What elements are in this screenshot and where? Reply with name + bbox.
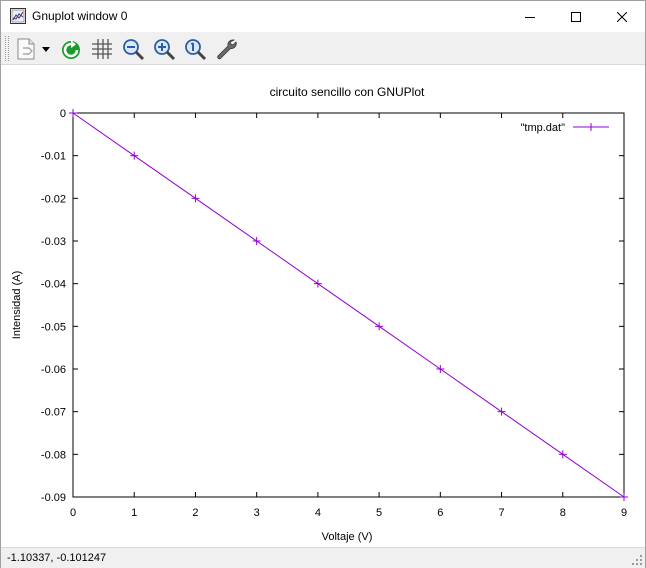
zoom-reset-icon <box>185 39 207 61</box>
x-tick-label: 0 <box>70 507 76 519</box>
plot-canvas[interactable]: circuito sencillo con GNUPlot 0 -0.01 -0.0… <box>1 66 645 546</box>
x-tick-label: 5 <box>376 507 382 519</box>
wrench-icon <box>217 39 237 60</box>
toolbar <box>1 32 645 65</box>
toolbar-grip[interactable] <box>5 36 9 61</box>
x-tick-label: 8 <box>560 507 566 519</box>
data-point-marker <box>69 109 77 117</box>
grid-icon <box>92 39 112 59</box>
resize-grip-icon[interactable] <box>631 554 643 566</box>
y-tick-label: -0.01 <box>41 151 66 163</box>
series-line <box>72 112 625 498</box>
y-tick-label: -0.08 <box>41 449 66 461</box>
zoom-next-button[interactable] <box>151 36 177 62</box>
y-tick-label: -0.06 <box>41 364 66 376</box>
data-point-marker <box>558 450 567 459</box>
zoom-previous-button[interactable] <box>120 36 146 62</box>
x-tick-label: 9 <box>621 507 627 519</box>
y-tick-label: -0.07 <box>41 407 66 419</box>
gnuplot-app-icon <box>10 8 26 24</box>
minimize-icon <box>525 16 535 18</box>
x-tick-label: 7 <box>498 507 504 519</box>
data-point-marker <box>436 365 445 373</box>
copy-clipboard-button[interactable] <box>14 36 40 62</box>
data-point-marker <box>497 407 506 416</box>
options-dropdown-button[interactable] <box>39 36 53 62</box>
line-chart: circuito sencillo con GNUPlot 0 -0.01 -0.0… <box>11 85 628 543</box>
y-tick-label: -0.09 <box>41 492 66 504</box>
y-tick-label: -0.04 <box>41 279 66 291</box>
data-point-marker <box>313 279 322 288</box>
refresh-icon <box>62 40 80 59</box>
x-tick-label: 4 <box>315 507 321 519</box>
zoom-out-icon <box>123 39 145 61</box>
y-tick-label: -0.05 <box>41 321 66 333</box>
data-point-marker <box>375 322 384 331</box>
data-point-marker <box>252 237 261 245</box>
x-tick-label: 6 <box>437 507 443 519</box>
plot-border <box>72 112 625 498</box>
autoscale-button[interactable] <box>182 36 208 62</box>
close-icon <box>617 11 627 22</box>
y-tick-label: 0 <box>60 108 66 120</box>
chart-title: circuito sencillo con GNUPlot <box>270 85 425 99</box>
y-axis-label: Intensidad (A) <box>11 271 23 339</box>
zoom-in-icon <box>154 39 176 61</box>
legend: "tmp.dat" <box>521 122 609 134</box>
legend-marker-sample <box>587 123 595 131</box>
replot-button[interactable] <box>58 36 84 62</box>
series-layer <box>69 109 628 501</box>
data-point-marker <box>191 194 200 203</box>
legend-label: "tmp.dat" <box>521 122 566 134</box>
mouse-coordinates: -1.10337, -0.101247 <box>7 552 107 564</box>
close-button[interactable] <box>599 1 645 32</box>
title-bar[interactable]: Gnuplot window 0 <box>1 1 645 32</box>
clipboard-copy-icon <box>17 38 35 60</box>
maximize-button[interactable] <box>553 1 599 32</box>
options-button[interactable] <box>213 36 239 62</box>
y-tick-label: -0.02 <box>41 193 66 205</box>
x-tick-label: 1 <box>131 507 137 519</box>
data-point-marker <box>620 493 628 501</box>
data-point-marker <box>130 151 139 160</box>
window-title: Gnuplot window 0 <box>32 9 128 23</box>
grid-button[interactable] <box>89 36 115 62</box>
minimize-button[interactable] <box>507 1 553 32</box>
x-axis: 0 1 2 3 4 5 6 7 8 9 <box>70 113 627 519</box>
status-bar: -1.10337, -0.101247 <box>1 547 645 568</box>
y-tick-label: -0.03 <box>41 236 66 248</box>
x-axis-label: Voltaje (V) <box>322 531 373 543</box>
y-axis: 0 -0.01 -0.02 -0.03 -0.04 -0.05 -0.06 -0.07 -0.0… <box>41 108 624 504</box>
x-tick-label: 2 <box>192 507 198 519</box>
maximize-icon <box>571 11 581 22</box>
dropdown-arrow-icon <box>42 47 50 52</box>
x-tick-label: 3 <box>254 507 260 519</box>
